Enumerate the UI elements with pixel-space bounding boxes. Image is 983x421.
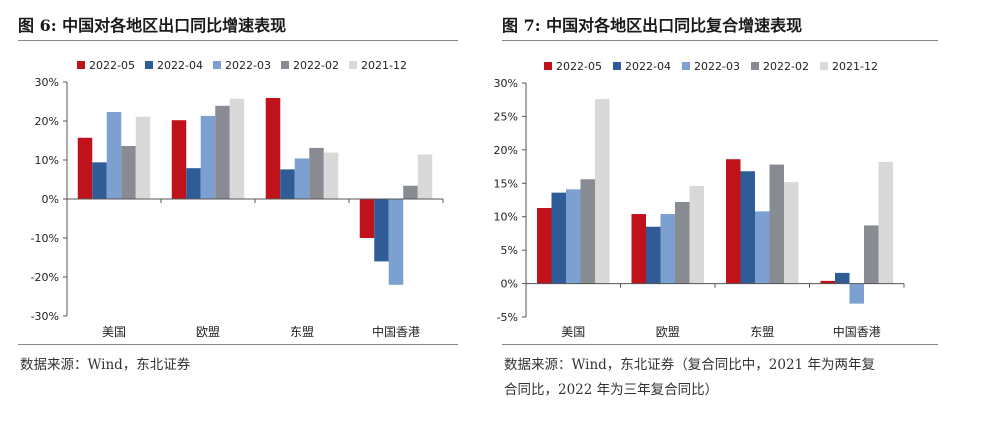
left-category-label: 东盟	[290, 325, 314, 339]
right-category-label: 欧盟	[656, 325, 680, 339]
right-category-label: 美国	[561, 325, 585, 339]
left-legend-label-2022-02: 2022-02	[293, 59, 339, 72]
right-legend-label-2022-03: 2022-03	[694, 60, 740, 73]
right-source-line-2: 合同比，2022 年为三年复合同比）	[504, 382, 719, 398]
right-bar	[660, 214, 675, 284]
right-y-tick-label: 10%	[494, 211, 518, 224]
right-y-tick-label: 0%	[501, 278, 518, 291]
right-y-tick-label: -5%	[497, 311, 518, 324]
left-bar	[135, 116, 151, 199]
left-bottom-divider	[18, 344, 458, 345]
left-bar	[359, 199, 375, 238]
left-legend-swatch-2021-12	[349, 61, 357, 69]
right-category-label: 中国香港	[833, 324, 881, 339]
right-bar	[755, 211, 770, 284]
right-bar	[537, 208, 552, 284]
right-legend-swatch-2022-04	[613, 62, 621, 70]
right-bar	[646, 226, 661, 284]
right-legend: 2022-05 2022-04 2022-03 2022-02 2021-12	[544, 60, 878, 73]
left-legend-label-2021-12: 2021-12	[361, 59, 407, 72]
right-bar	[595, 99, 610, 284]
right-legend-label-2022-02: 2022-02	[763, 60, 809, 73]
left-y-tick-label: -10%	[31, 232, 59, 245]
left-y-tick-label: -30%	[31, 310, 59, 323]
left-y-tick-label: -20%	[31, 271, 59, 284]
left-bar	[171, 120, 187, 199]
left-category-label: 欧盟	[196, 325, 220, 339]
right-bar	[551, 192, 566, 284]
left-bar	[323, 152, 339, 199]
right-bar	[631, 214, 646, 284]
left-bar	[200, 115, 216, 199]
left-legend-swatch-2022-02	[281, 61, 289, 69]
left-category-label: 美国	[102, 325, 126, 339]
left-bar	[280, 169, 295, 199]
left-bar	[265, 97, 281, 199]
left-legend-label-2022-05: 2022-05	[89, 59, 135, 72]
right-bar	[820, 280, 835, 284]
right-bar	[784, 181, 799, 284]
left-bar	[77, 137, 93, 199]
left-legend-label-2022-03: 2022-03	[225, 59, 271, 72]
right-bar	[769, 164, 784, 284]
right-chart-panel: 图 7: 中国对各地区出口同比复合增速表现 2022-05 2022-04 2022…	[484, 0, 983, 421]
right-bottom-divider	[502, 344, 938, 345]
right-bar	[740, 171, 755, 284]
right-bar	[689, 185, 704, 284]
left-y-tick-label: 10%	[35, 154, 59, 167]
left-source-note: 数据来源：Wind，东北证券	[20, 357, 191, 373]
right-category-label: 东盟	[750, 325, 774, 339]
left-legend: 2022-05 2022-04 2022-03 2022-02 2021-12	[77, 59, 407, 72]
left-bar	[229, 98, 245, 199]
left-bar-chart: 2022-05 2022-04 2022-03 2022-02 2021-12 -30% -…	[31, 59, 444, 339]
right-y-tick-label: 25%	[494, 110, 518, 123]
left-bar	[106, 112, 122, 199]
right-legend-label-2022-05: 2022-05	[556, 60, 602, 73]
left-bar	[374, 199, 389, 262]
right-title-divider	[502, 40, 938, 41]
right-bar	[566, 189, 581, 284]
left-title-divider	[18, 40, 458, 41]
left-bar	[403, 185, 418, 199]
left-bar	[215, 105, 230, 199]
right-source-note: 数据来源：Wind，东北证券（复合同比中，2021 年为两年复 合同比，2022…	[504, 353, 875, 403]
right-legend-swatch-2021-12	[820, 62, 828, 70]
right-legend-swatch-2022-05	[544, 62, 552, 70]
right-legend-swatch-2022-03	[682, 62, 690, 70]
left-legend-swatch-2022-05	[77, 61, 85, 69]
left-bar	[92, 162, 107, 199]
right-bar	[835, 272, 850, 284]
left-chart-panel: 图 6: 中国对各地区出口同比增速表现 2022-05 2022-04 2022-0…	[0, 0, 468, 421]
left-legend-label-2022-04: 2022-04	[157, 59, 203, 72]
left-bar	[309, 147, 324, 199]
left-legend-swatch-2022-03	[213, 61, 221, 69]
left-y-tick-label: 0%	[42, 193, 59, 206]
right-legend-label-2021-12: 2021-12	[832, 60, 878, 73]
right-bar	[864, 225, 879, 284]
left-bar	[294, 158, 310, 199]
right-bar	[580, 179, 595, 284]
right-y-tick-label: 30%	[494, 77, 518, 90]
left-bar	[121, 145, 136, 199]
right-y-tick-label: 20%	[494, 144, 518, 157]
right-bar	[675, 202, 690, 284]
left-category-label: 中国香港	[372, 324, 420, 339]
right-bar	[878, 161, 893, 284]
left-y-tick-label: 30%	[35, 76, 59, 89]
left-y-tick-label: 20%	[35, 115, 59, 128]
left-bar	[186, 168, 201, 199]
right-bar	[726, 159, 741, 284]
right-bar	[849, 283, 864, 304]
left-legend-swatch-2022-04	[145, 61, 153, 69]
left-bar	[417, 154, 433, 199]
right-y-tick-label: 15%	[494, 177, 518, 190]
right-chart-title: 图 7: 中国对各地区出口同比复合增速表现	[502, 16, 803, 35]
right-legend-swatch-2022-02	[751, 62, 759, 70]
left-bar	[388, 199, 404, 285]
right-y-tick-label: 5%	[501, 244, 518, 257]
left-chart-title: 图 6: 中国对各地区出口同比增速表现	[18, 16, 287, 35]
right-source-line-1: 数据来源：Wind，东北证券（复合同比中，2021 年为两年复	[504, 357, 875, 373]
right-legend-label-2022-04: 2022-04	[625, 60, 671, 73]
right-bar-chart: 2022-05 2022-04 2022-03 2022-02 2021-12 -5% 0%…	[494, 60, 905, 339]
